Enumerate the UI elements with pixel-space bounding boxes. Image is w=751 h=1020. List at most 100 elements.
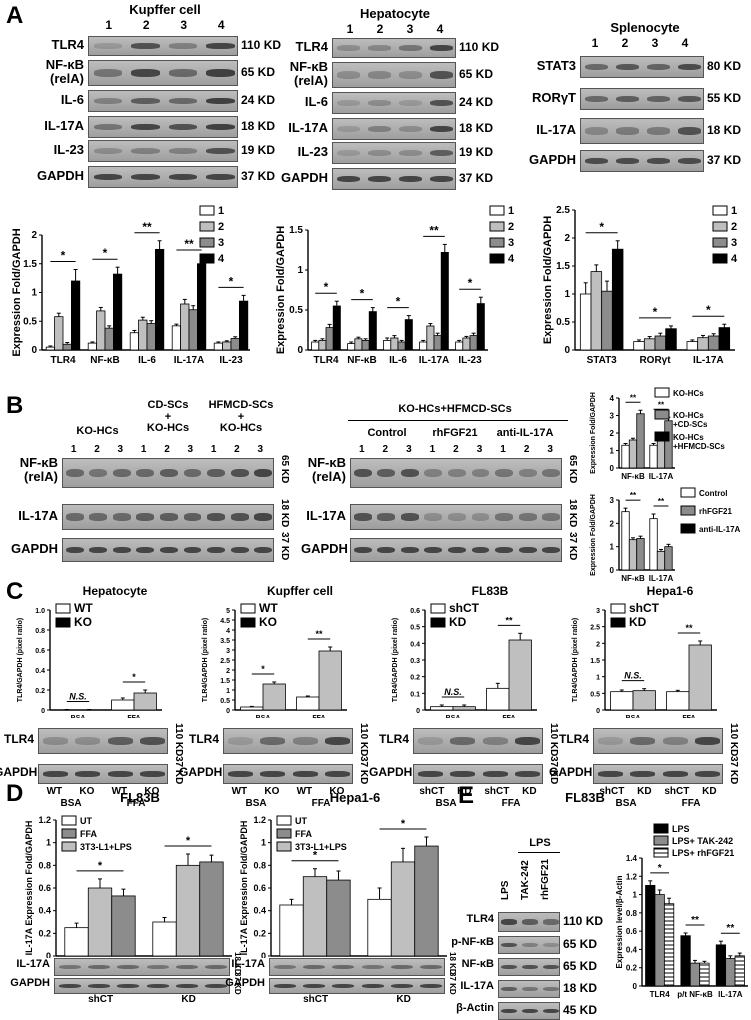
y-axis-label: Expression Fold/GAPDH — [11, 228, 23, 356]
lane-label: KO — [79, 786, 95, 797]
western-blot-strip — [498, 912, 560, 932]
lane-label: 2 — [142, 18, 150, 32]
lane-label: 3 — [180, 18, 188, 32]
bar — [664, 420, 673, 469]
lane-label: 2 — [94, 444, 100, 455]
bar — [666, 691, 690, 711]
blot-size-label: 18 KD — [707, 123, 742, 137]
legend-swatch — [276, 828, 292, 839]
y-tick-label: 1.5 — [220, 678, 230, 685]
blot-band — [136, 468, 155, 478]
legend-swatch — [430, 603, 446, 614]
bar — [96, 310, 106, 351]
blot-band — [131, 174, 160, 180]
blot-band — [398, 126, 423, 132]
panel-letter-b: B — [6, 392, 24, 419]
legend-swatch — [240, 617, 256, 628]
blot-band — [183, 546, 202, 554]
legend-swatch — [55, 603, 71, 614]
blot-band — [542, 942, 559, 948]
bar — [707, 335, 720, 351]
legend-label: 3 — [508, 237, 514, 249]
blot-band — [227, 737, 253, 745]
b-group-label: Control — [367, 427, 407, 439]
category-label: FFA — [682, 715, 695, 718]
blot-band — [117, 983, 140, 989]
legend-swatch — [653, 835, 669, 846]
blot-band — [377, 546, 396, 554]
y-axis-label: IL-17A Expression Fold/GAPDH — [239, 821, 249, 956]
blot-band — [429, 100, 454, 106]
western-blot-strip — [88, 90, 238, 112]
group-label: BSA — [245, 798, 267, 809]
blot-band — [93, 124, 122, 130]
bar — [649, 444, 658, 469]
blot-band — [87, 983, 111, 989]
bar — [111, 895, 136, 957]
blot-band — [65, 546, 84, 554]
blot-row-label: TLR4 — [466, 913, 495, 925]
blot-band — [377, 468, 396, 478]
sig-label: ** — [429, 223, 439, 237]
blot-band — [450, 771, 476, 777]
bar — [697, 337, 709, 351]
bar — [311, 341, 320, 351]
blot-band — [260, 771, 286, 777]
y-tick-label: 1 — [564, 289, 570, 300]
y-tick-label: 0.6 — [626, 927, 638, 936]
sig-label: * — [324, 280, 329, 294]
blot-band — [677, 64, 702, 70]
y-tick-label: 0.8 — [253, 860, 266, 870]
blot-band — [131, 124, 160, 130]
chart-plot: 0 0.2 0.4 0.6 0.8 1 1.2 1.4 Expression level/β-A… — [615, 854, 748, 999]
blot-band — [518, 546, 537, 554]
blot-band — [448, 546, 466, 554]
blot-band — [168, 98, 197, 104]
legend-swatch — [653, 847, 669, 858]
category-label: FFA — [312, 715, 325, 718]
blot-band — [542, 919, 559, 925]
blot-band — [367, 45, 392, 51]
y-tick-label: 0.2 — [35, 688, 45, 695]
blot-band — [89, 546, 108, 554]
bar — [452, 706, 476, 711]
y-tick-label: 0.4 — [253, 906, 266, 916]
bar — [133, 692, 157, 711]
bar — [455, 341, 464, 351]
lane-label: 1 — [500, 444, 506, 455]
blot-band — [230, 546, 249, 554]
legend-label: 3 — [731, 237, 737, 249]
lane-label: shCT — [419, 786, 445, 797]
blot-size-label: 65 KD — [279, 455, 290, 484]
blot-row-label: RORγT — [531, 90, 576, 105]
blot-band — [677, 96, 702, 102]
blot-band — [522, 1008, 538, 1014]
y-axis-label: TLR4/GAPDH (pixel ratio) — [392, 618, 399, 702]
category-label: NF-κB — [621, 472, 645, 480]
blot-size-label: 65 KD — [563, 937, 598, 951]
blot-band — [107, 771, 133, 777]
category-label: FFA — [127, 715, 140, 718]
bar — [62, 343, 72, 351]
bar — [238, 300, 249, 351]
y-tick-label: 1 — [46, 838, 51, 848]
blot-size-label: 110 KD — [459, 40, 500, 54]
blot-row-label: IL-17A — [288, 120, 328, 135]
sig-label: * — [360, 287, 365, 301]
chart-b-top: 0 1 2 3 4 Expression Fold/GAPDH ** NF-κB ** IL-17… — [590, 387, 725, 480]
blot-row-label: IL-23 — [53, 142, 84, 157]
blot-band — [377, 513, 396, 521]
category-label: IL-6 — [138, 355, 156, 366]
blot-band — [501, 919, 518, 925]
blot-band — [112, 468, 131, 478]
y-tick-label: 0.8 — [35, 628, 45, 635]
legend-label: UT — [80, 816, 92, 826]
blot-size-label: 37 KD — [358, 756, 369, 785]
bar — [628, 539, 638, 571]
blot-band — [646, 96, 671, 102]
blot-band — [146, 983, 169, 989]
chart-b-bottom: 0 1 2 3 Expression Fold/GAPDH ** NF-κB ** IL-17A… — [590, 487, 741, 582]
legend-label: 2 — [731, 221, 737, 233]
blot-size-label: 24 KD — [241, 93, 276, 107]
sig-label: * — [468, 276, 473, 290]
